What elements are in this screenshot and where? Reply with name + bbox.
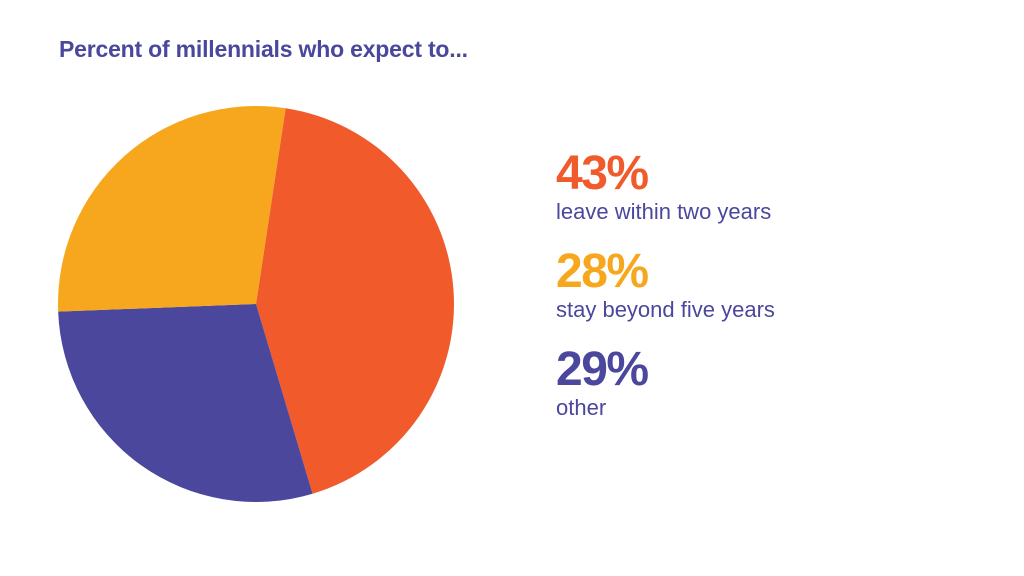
legend-label-stay: stay beyond five years xyxy=(556,297,775,322)
pie-slice-leave-within-two-years xyxy=(256,108,454,494)
legend-item-leave: 43% leave within two years xyxy=(556,148,936,246)
legend-label-leave: leave within two years xyxy=(556,199,772,224)
legend-label-other: other xyxy=(556,395,607,420)
legend: 43% leave within two years 28% stay beyo… xyxy=(556,148,936,442)
legend-percent-stay: 28% xyxy=(556,245,649,298)
pie-slice-stay-beyond-five-years xyxy=(58,106,286,312)
chart-title: Percent of millennials who expect to... xyxy=(59,36,468,62)
legend-item-other: 29% other xyxy=(556,344,936,442)
legend-percent-leave: 43% xyxy=(556,147,649,200)
legend-percent-other: 29% xyxy=(556,343,649,396)
legend-item-stay: 28% stay beyond five years xyxy=(556,246,936,344)
pie-slice-other xyxy=(58,304,313,503)
